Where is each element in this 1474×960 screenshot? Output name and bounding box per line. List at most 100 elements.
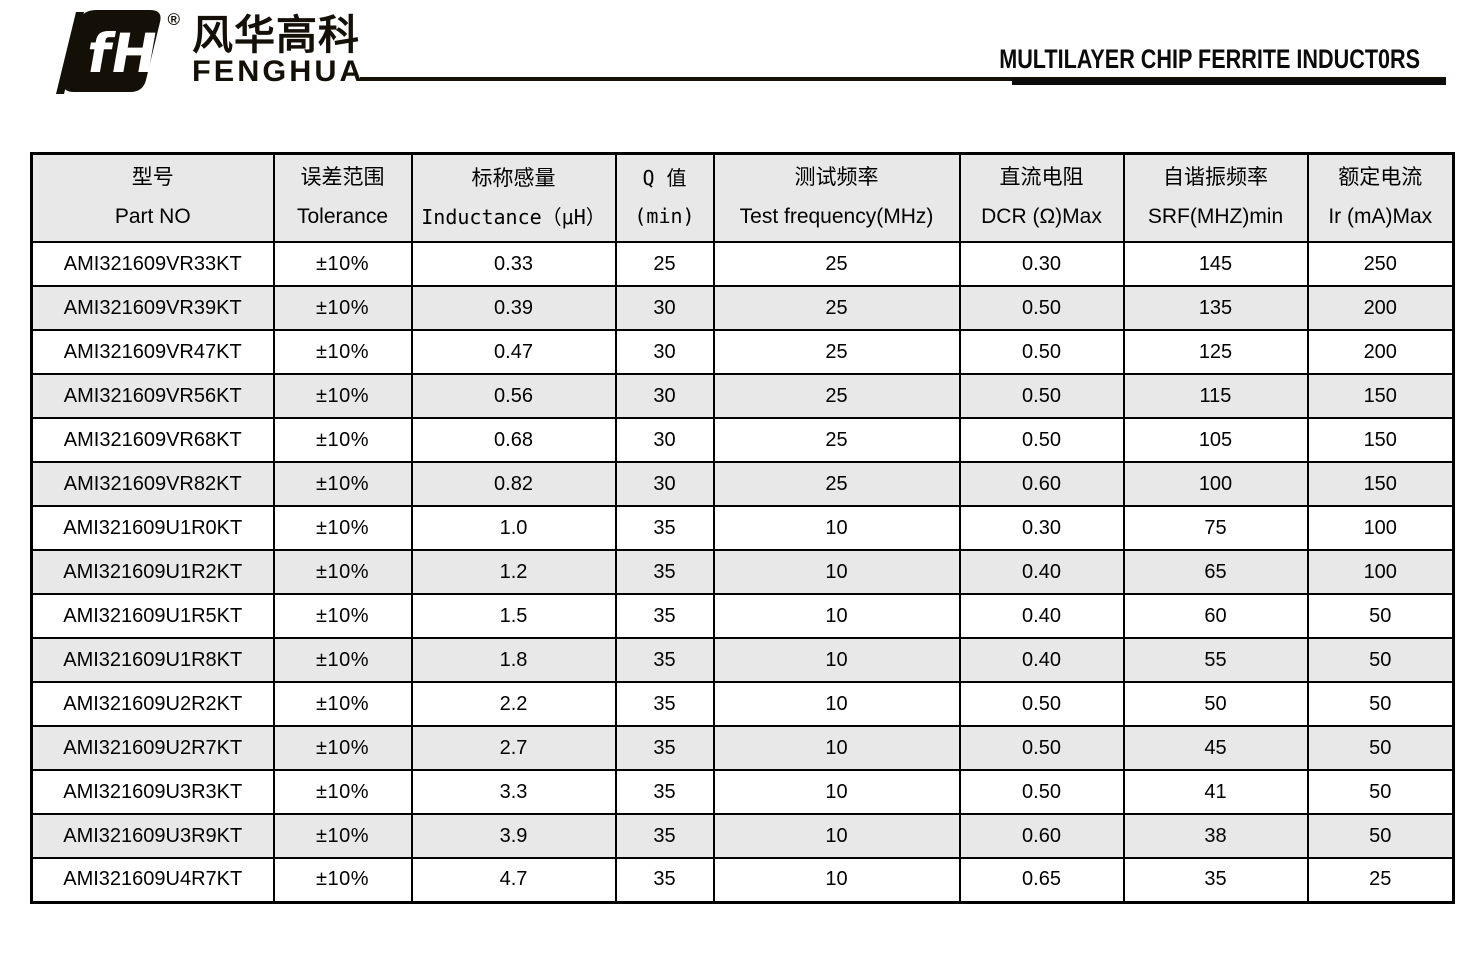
value-cell: ±10% [272, 329, 413, 376]
value-cell: 50 [1306, 681, 1455, 728]
value-cell: 250 [1306, 241, 1455, 288]
column-header-en: Ir (mA)Max [1328, 205, 1433, 229]
value-cell: ±10% [272, 593, 413, 640]
value-cell: 25 [1306, 857, 1455, 904]
value-cell: ±10% [272, 461, 413, 508]
column-header-6: 自谐振频率 SRF(MHZ)min [1122, 152, 1309, 244]
value-cell: 125 [1122, 329, 1309, 376]
value-cell: 35 [614, 769, 715, 816]
column-header-cn: 测试频率 [794, 166, 879, 189]
value-cell: ±10% [272, 241, 413, 288]
table-row: AMI321609VR82KT ±10% 0.82 30 25 0.60 100 150 [30, 461, 1455, 508]
page-title: MULTILAYER CHIP FERRITE INDUCT0RS [999, 44, 1420, 74]
part-no-cell: AMI321609U2R7KT [30, 725, 275, 772]
value-cell: 0.39 [410, 285, 617, 332]
value-cell: ±10% [272, 813, 413, 860]
value-cell: 65 [1122, 549, 1309, 596]
fenghua-logo-icon: fH ® [50, 8, 180, 96]
value-cell: 35 [614, 857, 715, 904]
table-row: AMI321609VR33KT ±10% 0.33 25 25 0.30 145 250 [30, 241, 1455, 288]
value-cell: 50 [1306, 637, 1455, 684]
column-header-en: Tolerance [296, 205, 389, 229]
column-header-en: SRF(MHZ)min [1147, 205, 1284, 229]
value-cell: 0.50 [958, 769, 1125, 816]
part-no-cell: AMI321609U1R2KT [30, 549, 275, 596]
column-header-0: 型号 Part NO [30, 152, 275, 244]
table-header: 型号 Part NO 误差范围 Tolerance 标称感量 Inductance（μH）… [30, 152, 1455, 244]
value-cell: 10 [712, 637, 961, 684]
table-row: AMI321609U2R2KT ±10% 2.2 35 10 0.50 50 50 [30, 681, 1455, 728]
logo-text: 风华高科 FENGHUA [192, 8, 362, 87]
value-cell: 0.68 [410, 417, 617, 464]
value-cell: 10 [712, 725, 961, 772]
value-cell: 0.50 [958, 681, 1125, 728]
value-cell: 30 [614, 285, 715, 332]
value-cell: 150 [1306, 417, 1455, 464]
value-cell: 35 [614, 725, 715, 772]
value-cell: 2.7 [410, 725, 617, 772]
value-cell: 1.0 [410, 505, 617, 552]
value-cell: 150 [1306, 373, 1455, 420]
table-row: AMI321609U1R0KT ±10% 1.0 35 10 0.30 75 100 [30, 505, 1455, 552]
value-cell: 55 [1122, 637, 1309, 684]
column-header-cn: 额定电流 [1338, 166, 1423, 189]
column-header-cn: 自谐振频率 [1163, 166, 1268, 189]
table-row: AMI321609U3R9KT ±10% 3.9 35 10 0.60 38 50 [30, 813, 1455, 860]
value-cell: 0.82 [410, 461, 617, 508]
column-header-7: 额定电流 Ir (mA)Max [1306, 152, 1455, 244]
logo-latin-name: FENGHUA [192, 55, 365, 89]
column-header-cn: 直流电阻 [999, 166, 1084, 189]
column-header-en: Inductance（μH） [421, 204, 606, 229]
value-cell: 25 [614, 241, 715, 288]
value-cell: 10 [712, 769, 961, 816]
value-cell: 10 [712, 857, 961, 904]
value-cell: 25 [712, 241, 961, 288]
value-cell: ±10% [272, 505, 413, 552]
column-header-5: 直流电阻 DCR (Ω)Max [958, 152, 1125, 244]
value-cell: 35 [614, 593, 715, 640]
value-cell: 0.50 [958, 417, 1125, 464]
part-no-cell: AMI321609U1R5KT [30, 593, 275, 640]
table-row: AMI321609U2R7KT ±10% 2.7 35 10 0.50 45 50 [30, 725, 1455, 772]
value-cell: 200 [1306, 329, 1455, 376]
header-rule-thick [1012, 79, 1446, 85]
value-cell: 35 [614, 637, 715, 684]
table-body: AMI321609VR33KT ±10% 0.33 25 25 0.30 145 250 AMI… [30, 241, 1455, 904]
part-no-cell: AMI321609VR56KT [30, 373, 275, 420]
value-cell: 30 [614, 461, 715, 508]
part-no-cell: AMI321609VR39KT [30, 285, 275, 332]
value-cell: 105 [1122, 417, 1309, 464]
table-row: AMI321609VR56KT ±10% 0.56 30 25 0.50 115 150 [30, 373, 1455, 420]
column-header-cn: Q 值 [642, 166, 687, 191]
table-row: AMI321609U1R5KT ±10% 1.5 35 10 0.40 60 50 [30, 593, 1455, 640]
value-cell: 10 [712, 813, 961, 860]
value-cell: 0.30 [958, 505, 1125, 552]
column-header-4: 测试频率 Test frequency(MHz) [712, 152, 961, 244]
part-no-cell: AMI321609U3R9KT [30, 813, 275, 860]
value-cell: 38 [1122, 813, 1309, 860]
value-cell: 35 [614, 549, 715, 596]
value-cell: 0.40 [958, 549, 1125, 596]
value-cell: 2.2 [410, 681, 617, 728]
value-cell: 10 [712, 593, 961, 640]
value-cell: 41 [1122, 769, 1309, 816]
value-cell: 45 [1122, 725, 1309, 772]
value-cell: 0.65 [958, 857, 1125, 904]
value-cell: 30 [614, 373, 715, 420]
value-cell: 1.8 [410, 637, 617, 684]
value-cell: 100 [1122, 461, 1309, 508]
value-cell: 10 [712, 681, 961, 728]
value-cell: 3.9 [410, 813, 617, 860]
value-cell: 0.50 [958, 725, 1125, 772]
column-header-1: 误差范围 Tolerance [272, 152, 413, 244]
table-row: AMI321609VR68KT ±10% 0.68 30 25 0.50 105 150 [30, 417, 1455, 464]
table-row: AMI321609U4R7KT ±10% 4.7 35 10 0.65 35 25 [30, 857, 1455, 904]
inductor-spec-table: 型号 Part NO 误差范围 Tolerance 标称感量 Inductance（μH）… [30, 152, 1455, 904]
value-cell: 35 [614, 813, 715, 860]
table-row: AMI321609VR39KT ±10% 0.39 30 25 0.50 135 200 [30, 285, 1455, 332]
part-no-cell: AMI321609U4R7KT [30, 857, 275, 904]
value-cell: 0.47 [410, 329, 617, 376]
value-cell: 50 [1306, 813, 1455, 860]
value-cell: 25 [712, 461, 961, 508]
column-header-en: Part NO [114, 205, 191, 229]
